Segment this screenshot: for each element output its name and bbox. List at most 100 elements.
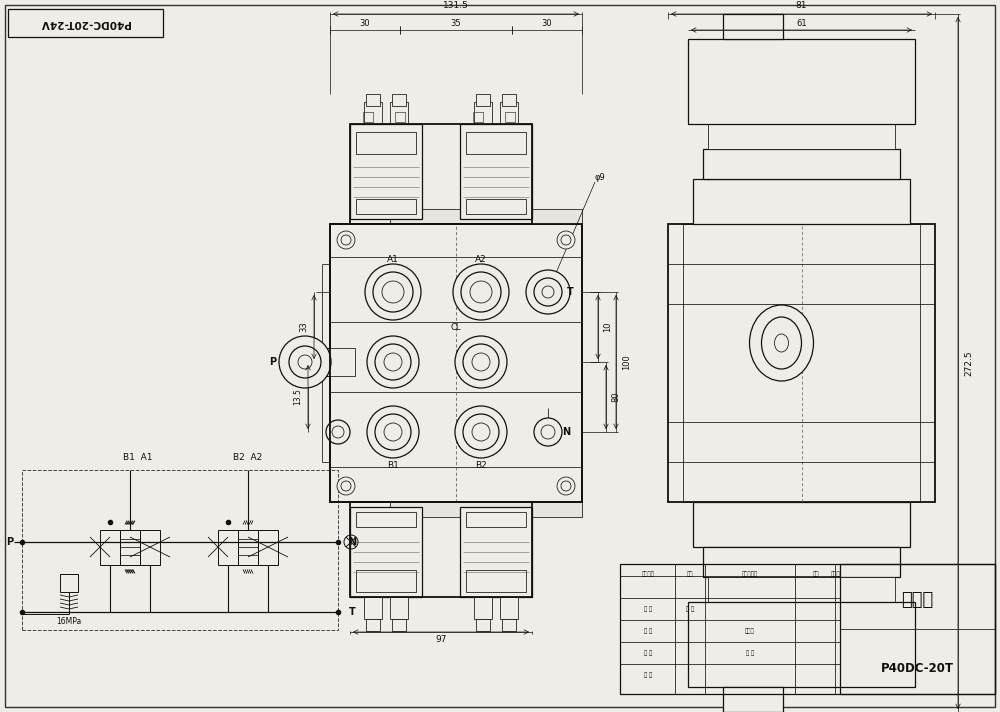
Circle shape: [534, 418, 562, 446]
Bar: [476, 94, 490, 106]
Text: A2: A2: [475, 254, 487, 263]
Bar: [460, 124, 532, 219]
Text: 外形图: 外形图: [901, 592, 934, 609]
Text: 272.5: 272.5: [964, 350, 974, 376]
Text: CL: CL: [451, 323, 461, 332]
Text: 年月日: 年月日: [831, 571, 841, 577]
Bar: [476, 619, 490, 631]
Bar: [708, 577, 895, 602]
Text: φ9: φ9: [595, 172, 605, 182]
Bar: [688, 602, 915, 687]
Circle shape: [557, 477, 575, 495]
Bar: [703, 149, 900, 179]
Text: B1: B1: [387, 461, 399, 469]
Circle shape: [455, 406, 507, 458]
Bar: [120, 530, 140, 565]
Circle shape: [557, 231, 575, 249]
Bar: [688, 39, 915, 124]
Bar: [392, 94, 406, 106]
Text: 16MPa: 16MPa: [56, 617, 82, 627]
Text: 100: 100: [622, 354, 632, 370]
Bar: [502, 619, 516, 631]
Bar: [500, 102, 518, 124]
Bar: [60, 574, 78, 592]
Bar: [364, 102, 382, 124]
Text: 97: 97: [435, 636, 447, 644]
Circle shape: [279, 336, 331, 388]
Bar: [364, 597, 382, 619]
Bar: [350, 502, 532, 597]
Bar: [258, 530, 278, 565]
Bar: [392, 619, 406, 631]
Text: 30: 30: [542, 19, 552, 28]
Text: P: P: [269, 357, 277, 367]
Bar: [100, 530, 120, 565]
Text: 81: 81: [796, 1, 807, 11]
Text: B2  A2: B2 A2: [233, 454, 263, 463]
Text: 标准化: 标准化: [745, 628, 755, 634]
Text: 审 批: 审 批: [644, 672, 652, 678]
Bar: [502, 94, 516, 106]
Bar: [330, 224, 582, 502]
Bar: [474, 597, 492, 619]
Circle shape: [365, 264, 421, 320]
Bar: [466, 199, 526, 214]
Text: 13.5: 13.5: [294, 389, 302, 405]
Text: 30: 30: [360, 19, 370, 28]
Bar: [366, 619, 380, 631]
Bar: [350, 124, 422, 219]
Text: N: N: [562, 427, 570, 437]
Circle shape: [453, 264, 509, 320]
Text: B2: B2: [475, 461, 487, 469]
Text: T: T: [349, 607, 355, 617]
Bar: [356, 199, 416, 214]
Text: 工 艺: 工 艺: [686, 606, 694, 612]
Text: 批 准: 批 准: [746, 650, 754, 656]
Bar: [466, 512, 526, 527]
Text: □: □: [361, 109, 375, 123]
Text: P40DC-20T-24V: P40DC-20T-24V: [40, 18, 130, 28]
Text: 更改文件号: 更改文件号: [742, 571, 758, 577]
Text: 制 图: 制 图: [644, 628, 652, 634]
Text: N: N: [348, 537, 356, 547]
Circle shape: [367, 406, 419, 458]
Bar: [723, 14, 783, 39]
Bar: [466, 132, 526, 154]
Text: 描图校图: 描图校图: [642, 571, 654, 577]
Text: T: T: [567, 287, 573, 297]
Text: 10: 10: [604, 322, 612, 333]
Circle shape: [455, 336, 507, 388]
Circle shape: [337, 477, 355, 495]
Bar: [300, 348, 355, 376]
Bar: [620, 564, 995, 694]
Bar: [668, 224, 935, 502]
Bar: [703, 547, 900, 577]
Bar: [390, 209, 582, 224]
Bar: [390, 102, 408, 124]
Bar: [390, 502, 582, 517]
Circle shape: [526, 270, 570, 314]
Text: 审 核: 审 核: [644, 650, 652, 656]
Text: □: □: [471, 109, 485, 123]
Circle shape: [337, 231, 355, 249]
Text: A1: A1: [387, 254, 399, 263]
Bar: [683, 224, 920, 502]
Bar: [474, 102, 492, 124]
Text: 131.5: 131.5: [443, 1, 469, 11]
Bar: [840, 564, 995, 694]
Text: □: □: [503, 109, 517, 123]
Ellipse shape: [750, 305, 814, 381]
Text: 日期: 日期: [813, 571, 819, 577]
Text: P40DC-20T: P40DC-20T: [881, 661, 954, 674]
Circle shape: [367, 336, 419, 388]
Bar: [708, 124, 895, 149]
Circle shape: [326, 420, 350, 444]
Bar: [356, 132, 416, 154]
Bar: [693, 179, 910, 224]
Text: 33: 33: [300, 322, 308, 333]
Bar: [238, 530, 258, 565]
Text: 分区: 分区: [687, 571, 693, 577]
Bar: [350, 507, 422, 597]
Text: B1  A1: B1 A1: [123, 454, 153, 463]
Bar: [693, 502, 910, 547]
